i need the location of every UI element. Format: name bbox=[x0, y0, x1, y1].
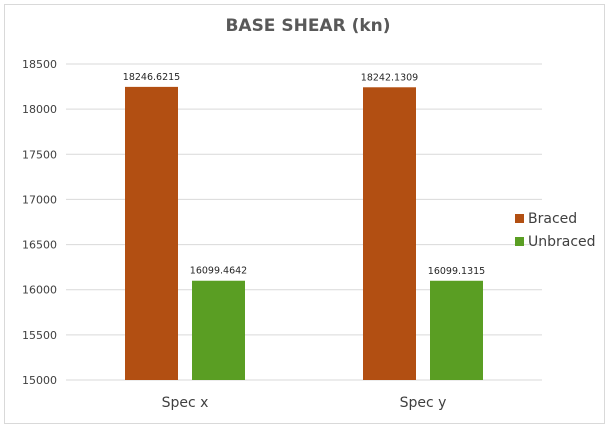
bar-unbraced-1 bbox=[192, 280, 245, 380]
x-category-label: Spec x bbox=[162, 395, 209, 411]
y-axis-tick-labels: 15000 15500 16000 16500 17000 17500 18000 18500 bbox=[22, 58, 57, 387]
x-category-label: Spec y bbox=[400, 395, 447, 411]
legend-swatch-unbraced bbox=[515, 237, 524, 246]
data-label: 16099.4642 bbox=[190, 266, 247, 277]
y-tick-label: 16500 bbox=[22, 239, 57, 252]
legend-label: Braced bbox=[528, 211, 577, 227]
legend-label: Unbraced bbox=[528, 234, 596, 250]
bar-braced-1 bbox=[125, 86, 178, 380]
data-label: 18242.1309 bbox=[361, 72, 418, 83]
y-tick-label: 18500 bbox=[22, 58, 57, 71]
y-tick-label: 16000 bbox=[22, 284, 57, 297]
y-tick-label: 18000 bbox=[22, 103, 57, 116]
data-labels: 18246.6215 16099.4642 18242.1309 16099.1315 bbox=[123, 72, 485, 277]
bar-unbraced-2 bbox=[430, 280, 483, 380]
bar-braced-2 bbox=[363, 87, 416, 381]
y-tick-label: 15000 bbox=[22, 374, 57, 387]
y-tick-label: 15500 bbox=[22, 329, 57, 342]
data-label: 16099.1315 bbox=[428, 266, 485, 277]
x-axis-category-labels: Spec x Spec y bbox=[162, 395, 447, 411]
y-tick-label: 17000 bbox=[22, 193, 57, 206]
bars bbox=[125, 86, 483, 381]
legend-swatch-braced bbox=[515, 214, 524, 223]
chart-title: BASE SHEAR (kn) bbox=[225, 16, 390, 36]
legend: Braced Unbraced bbox=[515, 211, 596, 250]
y-tick-label: 17500 bbox=[22, 148, 57, 161]
chart-frame bbox=[4, 4, 605, 424]
data-label: 18246.6215 bbox=[123, 72, 180, 83]
